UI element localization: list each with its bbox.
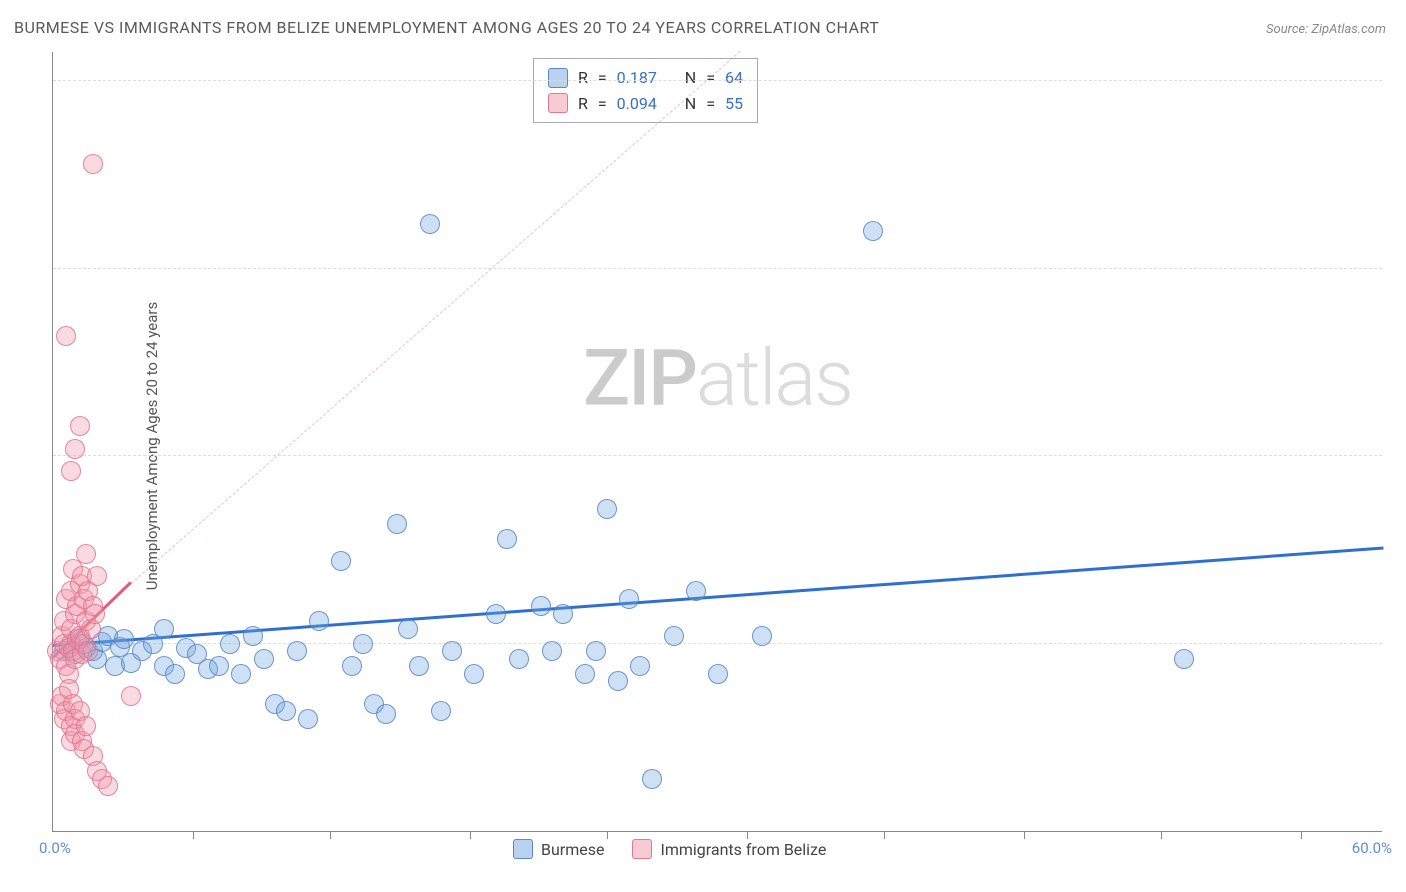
scatter-point <box>409 656 429 676</box>
x-tick <box>330 831 331 839</box>
swatch-blue-icon <box>548 68 568 88</box>
swatch-pink-icon <box>548 93 568 113</box>
scatter-point <box>431 701 451 721</box>
x-tick <box>747 831 748 839</box>
trend-line-dashed <box>130 50 740 583</box>
x-axis-origin-label: 0.0% <box>39 839 71 857</box>
x-tick <box>470 831 471 839</box>
scatter-point <box>608 671 628 691</box>
x-tick <box>884 831 885 839</box>
scatter-point <box>464 664 484 684</box>
scatter-point <box>276 701 296 721</box>
scatter-point <box>863 221 883 241</box>
scatter-point <box>61 461 81 481</box>
scatter-point <box>420 214 440 234</box>
gridline <box>53 455 1382 456</box>
scatter-point <box>542 641 562 661</box>
scatter-point <box>287 641 307 661</box>
stat-n-value-pink: 55 <box>725 91 743 117</box>
swatch-pink-icon <box>632 839 652 859</box>
scatter-point <box>575 664 595 684</box>
gridline <box>53 80 1382 81</box>
scatter-point <box>497 529 517 549</box>
scatter-point <box>209 656 229 676</box>
chart-plot-area: ZIPatlas R = 0.187 N = 64 R = 0.094 N = … <box>52 52 1382 832</box>
stats-row-blue: R = 0.187 N = 64 <box>548 65 743 91</box>
scatter-point <box>76 544 96 564</box>
scatter-point <box>630 656 650 676</box>
scatter-point <box>121 686 141 706</box>
x-tick <box>1161 831 1162 839</box>
gridline <box>53 268 1382 269</box>
watermark-bold: ZIP <box>583 334 696 425</box>
scatter-point <box>114 629 134 649</box>
source-attribution: Source: ZipAtlas.com <box>1266 22 1386 37</box>
scatter-point <box>85 604 105 624</box>
legend-label-blue: Burmese <box>541 840 604 859</box>
scatter-point <box>87 566 107 586</box>
scatter-point <box>83 154 103 174</box>
scatter-point <box>442 641 462 661</box>
scatter-point <box>376 704 396 724</box>
scatter-point <box>686 581 706 601</box>
scatter-point <box>220 634 240 654</box>
stat-r-label: R <box>578 91 588 117</box>
legend-item-pink: Immigrants from Belize <box>632 839 826 859</box>
scatter-point <box>398 619 418 639</box>
stat-r-label: R <box>578 65 588 91</box>
scatter-point <box>331 551 351 571</box>
scatter-point <box>243 626 263 646</box>
scatter-point <box>486 604 506 624</box>
scatter-point <box>387 514 407 534</box>
scatter-point <box>553 604 573 624</box>
scatter-point <box>752 626 772 646</box>
stat-r-value-pink: 0.094 <box>617 91 657 117</box>
scatter-point <box>65 439 85 459</box>
watermark-light: atlas <box>696 334 852 425</box>
scatter-point <box>298 709 318 729</box>
scatter-point <box>154 619 174 639</box>
scatter-point <box>342 656 362 676</box>
scatter-point <box>231 664 251 684</box>
stat-eq: = <box>706 91 715 117</box>
scatter-point <box>353 634 373 654</box>
stats-row-pink: R = 0.094 N = 55 <box>548 91 743 117</box>
scatter-point <box>619 589 639 609</box>
stat-n-value-blue: 64 <box>725 65 743 91</box>
scatter-point <box>98 776 118 796</box>
scatter-point <box>76 716 96 736</box>
scatter-point <box>664 626 684 646</box>
scatter-point <box>708 664 728 684</box>
stat-n-label: N <box>685 65 696 91</box>
correlation-stats-box: R = 0.187 N = 64 R = 0.094 N = 55 <box>533 58 758 123</box>
x-tick <box>1301 831 1302 839</box>
scatter-point <box>531 596 551 616</box>
swatch-blue-icon <box>513 839 533 859</box>
watermark: ZIPatlas <box>583 334 852 425</box>
scatter-point <box>56 326 76 346</box>
stat-eq: = <box>598 65 607 91</box>
scatter-point <box>254 649 274 669</box>
scatter-point <box>642 769 662 789</box>
x-axis-max-label: 60.0% <box>1352 839 1392 857</box>
scatter-point <box>70 416 90 436</box>
legend-label-pink: Immigrants from Belize <box>660 840 826 859</box>
scatter-point <box>1174 649 1194 669</box>
x-tick <box>193 831 194 839</box>
scatter-point <box>509 649 529 669</box>
x-tick <box>607 831 608 839</box>
scatter-point <box>309 611 329 631</box>
scatter-point <box>597 499 617 519</box>
chart-title: BURMESE VS IMMIGRANTS FROM BELIZE UNEMPL… <box>14 18 879 37</box>
legend-item-blue: Burmese <box>513 839 604 859</box>
stat-eq: = <box>598 91 607 117</box>
scatter-point <box>586 641 606 661</box>
scatter-point <box>165 664 185 684</box>
scatter-point <box>78 641 98 661</box>
bottom-legend: Burmese Immigrants from Belize <box>513 839 826 859</box>
stat-r-value-blue: 0.187 <box>617 65 657 91</box>
x-tick <box>1024 831 1025 839</box>
